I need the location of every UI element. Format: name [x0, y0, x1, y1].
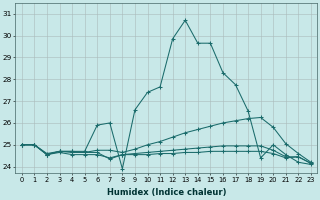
- X-axis label: Humidex (Indice chaleur): Humidex (Indice chaleur): [107, 188, 226, 197]
